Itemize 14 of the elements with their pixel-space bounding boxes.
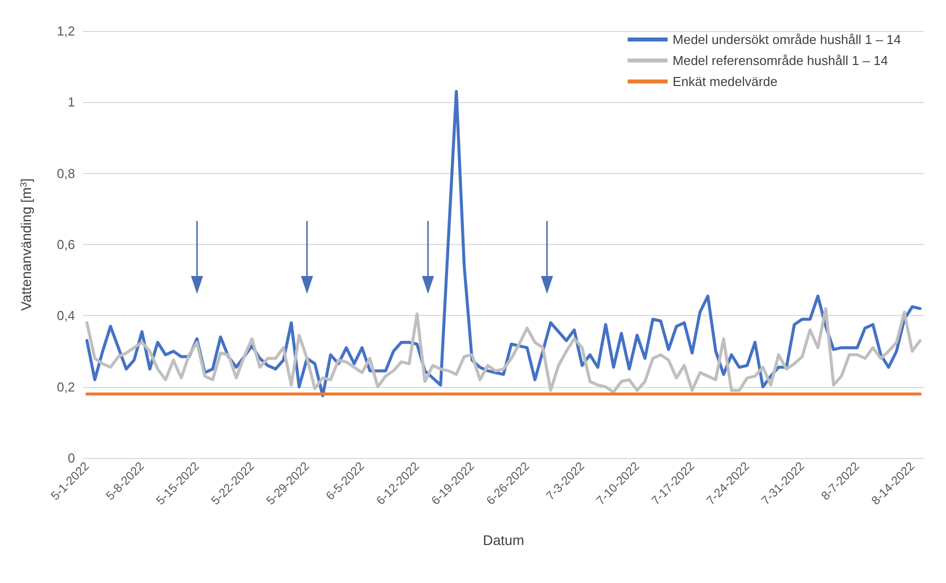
y-tick-label: 0,2 (56, 379, 75, 394)
y-tick-label: 1,2 (56, 24, 75, 38)
legend-label: Medel undersökt område hushåll 1 – 14 (672, 32, 902, 47)
line-series (85, 90, 922, 398)
y-axis-title: Vattenanvänding [m3] (18, 178, 34, 311)
line-series (85, 307, 922, 394)
y-tick-label: 0,6 (56, 237, 75, 252)
y-tick-label: 1 (68, 94, 75, 110)
y-tick-label: 0 (68, 450, 75, 466)
y-tick-label: 0,4 (56, 308, 75, 324)
x-axis-title: Datum (482, 532, 524, 548)
legend-label: Medel referensområde hushåll 1 – 14 (672, 53, 888, 68)
y-tick-label: 0,8 (56, 166, 75, 181)
legend-label: Enkät medelvärde (672, 74, 778, 89)
